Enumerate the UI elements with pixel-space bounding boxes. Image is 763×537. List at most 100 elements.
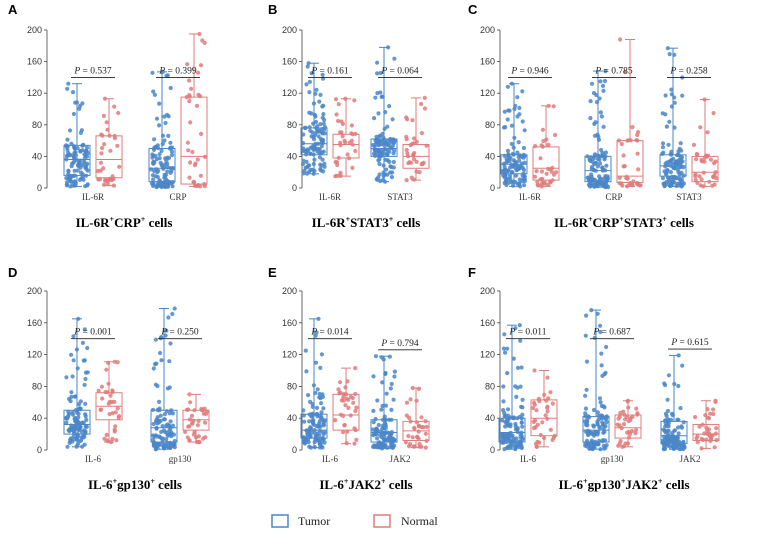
data-point xyxy=(106,381,111,386)
data-point xyxy=(598,323,603,328)
data-point xyxy=(666,373,672,378)
data-point xyxy=(505,418,510,423)
superscript: + xyxy=(141,215,146,224)
data-point xyxy=(517,323,522,328)
y-tick-label: 0 xyxy=(292,183,297,193)
data-point xyxy=(196,434,201,439)
data-point xyxy=(307,79,312,84)
data-point xyxy=(160,424,165,429)
data-point xyxy=(103,389,108,395)
p-value: P = 0.794 xyxy=(380,339,419,349)
data-point xyxy=(187,94,192,99)
data-point xyxy=(102,96,108,101)
data-point xyxy=(679,425,685,430)
data-point xyxy=(347,156,352,161)
data-point xyxy=(165,169,170,174)
data-point xyxy=(170,423,176,428)
data-point xyxy=(186,148,191,153)
data-point xyxy=(98,407,104,412)
data-point xyxy=(520,424,525,429)
data-point xyxy=(507,108,512,113)
data-point xyxy=(697,174,702,179)
data-point xyxy=(377,134,382,139)
data-point xyxy=(387,435,392,440)
data-point xyxy=(104,367,109,372)
data-point xyxy=(675,167,680,172)
data-point xyxy=(308,128,313,133)
data-point xyxy=(410,435,415,440)
data-point xyxy=(199,131,204,136)
data-point xyxy=(345,379,350,384)
tumor-box-IL-6 xyxy=(300,316,328,450)
data-point xyxy=(387,354,392,359)
data-point xyxy=(101,182,107,187)
data-point xyxy=(321,103,326,108)
data-point xyxy=(153,174,158,179)
data-point xyxy=(309,111,314,116)
data-point xyxy=(532,368,537,373)
superscript: + xyxy=(150,477,155,486)
data-point xyxy=(666,142,671,147)
p-symbol: P xyxy=(670,338,677,348)
data-point xyxy=(168,419,173,424)
data-point xyxy=(167,423,172,429)
data-point xyxy=(603,69,608,74)
data-point xyxy=(598,79,603,84)
data-point xyxy=(388,431,393,436)
data-point xyxy=(104,432,109,438)
data-point xyxy=(319,444,324,449)
y-tick-label: 80 xyxy=(287,381,297,391)
data-point xyxy=(313,360,319,365)
data-point xyxy=(710,183,715,188)
data-point xyxy=(664,423,669,428)
data-point xyxy=(157,442,162,447)
data-point xyxy=(371,420,376,425)
data-point xyxy=(80,420,85,425)
data-point xyxy=(336,387,341,392)
data-point xyxy=(600,165,605,170)
data-point xyxy=(423,419,428,424)
data-point xyxy=(342,423,347,428)
data-point xyxy=(154,425,159,431)
data-point xyxy=(504,182,509,188)
data-point xyxy=(678,406,683,411)
data-point xyxy=(343,140,348,145)
data-point xyxy=(306,393,311,398)
data-point xyxy=(388,386,393,391)
data-point xyxy=(83,376,88,382)
data-point xyxy=(190,149,195,155)
data-point xyxy=(509,81,514,86)
title-part: IL-6 xyxy=(88,477,113,492)
data-point xyxy=(317,395,322,400)
data-point xyxy=(162,179,167,185)
title-part: IL-6 xyxy=(319,477,344,492)
data-point xyxy=(80,172,85,177)
data-point xyxy=(98,160,104,165)
data-point xyxy=(84,154,90,159)
panel-title: IL-6R+CRP+STAT3+ cells xyxy=(554,215,694,230)
data-point xyxy=(403,440,408,445)
data-point xyxy=(191,432,196,437)
data-point xyxy=(668,170,674,175)
data-point xyxy=(672,428,678,433)
data-point xyxy=(520,119,525,124)
data-point xyxy=(100,396,105,401)
data-point xyxy=(588,155,594,160)
data-point xyxy=(375,444,380,449)
data-point xyxy=(375,71,380,76)
data-point xyxy=(338,143,343,148)
data-point xyxy=(82,442,87,447)
data-point xyxy=(707,179,712,184)
data-point xyxy=(550,437,555,442)
data-point xyxy=(314,330,319,335)
data-point xyxy=(305,64,310,69)
data-point xyxy=(675,153,680,158)
data-point xyxy=(69,352,74,357)
data-point xyxy=(517,105,522,111)
data-point xyxy=(502,109,507,114)
data-point xyxy=(515,365,521,370)
data-point xyxy=(374,151,379,156)
data-point xyxy=(663,93,668,98)
data-point xyxy=(195,183,200,189)
data-point xyxy=(99,384,104,389)
